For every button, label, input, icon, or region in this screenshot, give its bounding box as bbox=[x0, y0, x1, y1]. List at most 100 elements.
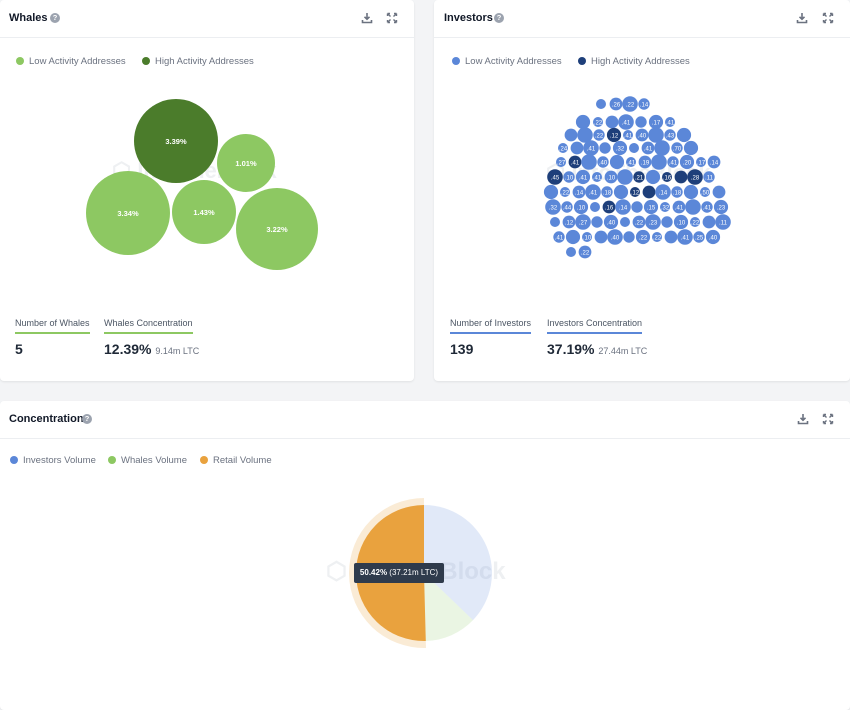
investor-bubble[interactable] bbox=[623, 231, 635, 243]
investor-bubble[interactable] bbox=[593, 117, 603, 127]
help-icon[interactable]: ? bbox=[50, 13, 60, 23]
investor-bubble[interactable] bbox=[683, 184, 699, 200]
investor-bubble[interactable] bbox=[585, 184, 601, 200]
investor-bubble[interactable] bbox=[667, 156, 679, 168]
investor-bubble[interactable] bbox=[635, 128, 649, 142]
investor-bubble[interactable] bbox=[701, 201, 713, 213]
investor-bubble[interactable] bbox=[568, 155, 582, 169]
investor-bubble[interactable] bbox=[673, 214, 689, 230]
investor-bubble[interactable] bbox=[609, 97, 623, 111]
investor-bubble[interactable] bbox=[578, 245, 592, 259]
investor-bubble[interactable] bbox=[604, 170, 618, 184]
investor-bubble[interactable] bbox=[602, 200, 616, 214]
investor-bubble[interactable] bbox=[607, 229, 623, 245]
investor-bubble[interactable] bbox=[702, 215, 716, 229]
investor-bubble[interactable] bbox=[575, 169, 591, 185]
investor-bubble[interactable] bbox=[664, 230, 678, 244]
investor-bubble[interactable] bbox=[550, 217, 560, 227]
whale-bubble[interactable] bbox=[172, 180, 236, 244]
investor-bubble[interactable] bbox=[620, 217, 630, 227]
whale-bubble[interactable] bbox=[86, 171, 170, 255]
investor-bubble[interactable] bbox=[606, 127, 622, 143]
investor-bubble[interactable] bbox=[575, 114, 591, 130]
investor-bubble[interactable] bbox=[632, 215, 646, 229]
expand-icon[interactable] bbox=[822, 12, 834, 24]
investor-bubble[interactable] bbox=[677, 229, 693, 245]
investor-bubble[interactable] bbox=[626, 157, 636, 167]
investor-bubble[interactable] bbox=[565, 229, 581, 245]
investor-bubble[interactable] bbox=[591, 216, 603, 228]
investor-bubble[interactable] bbox=[575, 214, 591, 230]
investor-bubble[interactable] bbox=[596, 99, 606, 109]
investor-bubble[interactable] bbox=[648, 127, 664, 143]
investor-bubble[interactable] bbox=[700, 187, 710, 197]
investor-bubble[interactable] bbox=[577, 127, 593, 143]
whale-bubble[interactable] bbox=[217, 134, 275, 192]
investor-bubble[interactable] bbox=[635, 229, 651, 245]
investor-bubble[interactable] bbox=[590, 202, 600, 212]
download-icon[interactable] bbox=[361, 12, 373, 24]
investor-bubble[interactable] bbox=[592, 172, 602, 182]
investor-bubble[interactable] bbox=[643, 199, 659, 215]
investor-bubble[interactable] bbox=[581, 154, 597, 170]
expand-icon[interactable] bbox=[822, 413, 834, 425]
investor-bubble[interactable] bbox=[618, 114, 634, 130]
investor-bubble[interactable] bbox=[671, 186, 683, 198]
investor-bubble[interactable] bbox=[638, 98, 650, 110]
investor-bubble[interactable] bbox=[679, 154, 695, 170]
investor-bubble[interactable] bbox=[572, 185, 586, 199]
investor-bubble[interactable] bbox=[683, 140, 699, 156]
investor-bubble[interactable] bbox=[563, 171, 575, 183]
investor-bubble[interactable] bbox=[715, 214, 731, 230]
investor-bubble[interactable] bbox=[648, 114, 664, 130]
investor-bubble[interactable] bbox=[655, 184, 671, 200]
investor-bubble[interactable] bbox=[645, 214, 661, 230]
investor-bubble[interactable] bbox=[642, 185, 656, 199]
whale-bubble[interactable] bbox=[134, 99, 218, 183]
investor-bubble[interactable] bbox=[660, 202, 670, 212]
investor-bubble[interactable] bbox=[615, 199, 631, 215]
investor-bubble[interactable] bbox=[573, 199, 589, 215]
investor-bubble[interactable] bbox=[556, 157, 566, 167]
investor-bubble[interactable] bbox=[562, 215, 576, 229]
investor-bubble[interactable] bbox=[612, 140, 628, 156]
investor-bubble[interactable] bbox=[641, 141, 655, 155]
download-icon[interactable] bbox=[796, 12, 808, 24]
investor-bubble[interactable] bbox=[685, 199, 701, 215]
investor-bubble[interactable] bbox=[583, 140, 599, 156]
investor-bubble[interactable] bbox=[558, 143, 568, 153]
investor-bubble[interactable] bbox=[605, 115, 619, 129]
investor-bubble[interactable] bbox=[661, 216, 673, 228]
investor-bubble[interactable] bbox=[543, 184, 559, 200]
investor-bubble[interactable] bbox=[651, 154, 667, 170]
investor-bubble[interactable] bbox=[553, 231, 565, 243]
investor-bubble[interactable] bbox=[599, 142, 611, 154]
investor-bubble[interactable] bbox=[566, 247, 576, 257]
investor-bubble[interactable] bbox=[561, 201, 573, 213]
investor-bubble[interactable] bbox=[560, 187, 570, 197]
investor-bubble[interactable] bbox=[665, 117, 675, 127]
investor-bubble[interactable] bbox=[652, 232, 662, 242]
investor-bubble[interactable] bbox=[570, 141, 584, 155]
investor-bubble[interactable] bbox=[690, 217, 700, 227]
investor-bubble[interactable] bbox=[603, 214, 619, 230]
investor-bubble[interactable] bbox=[696, 157, 706, 167]
investor-bubble[interactable] bbox=[712, 185, 726, 199]
investor-bubble[interactable] bbox=[645, 169, 661, 185]
help-icon[interactable]: ? bbox=[494, 13, 504, 23]
investor-bubble[interactable] bbox=[609, 154, 625, 170]
expand-icon[interactable] bbox=[386, 12, 398, 24]
investor-bubble[interactable] bbox=[674, 170, 688, 184]
investor-bubble[interactable] bbox=[630, 187, 640, 197]
investor-bubble[interactable] bbox=[654, 140, 670, 156]
investor-bubble[interactable] bbox=[633, 171, 645, 183]
investor-bubble[interactable] bbox=[664, 129, 676, 141]
investor-bubble[interactable] bbox=[617, 169, 633, 185]
investor-bubble[interactable] bbox=[623, 130, 633, 140]
investor-bubble[interactable] bbox=[564, 128, 578, 142]
investor-bubble[interactable] bbox=[545, 199, 561, 215]
investor-bubble[interactable] bbox=[672, 200, 686, 214]
download-icon[interactable] bbox=[797, 413, 809, 425]
investor-bubble[interactable] bbox=[629, 143, 639, 153]
investor-bubble[interactable] bbox=[597, 156, 609, 168]
